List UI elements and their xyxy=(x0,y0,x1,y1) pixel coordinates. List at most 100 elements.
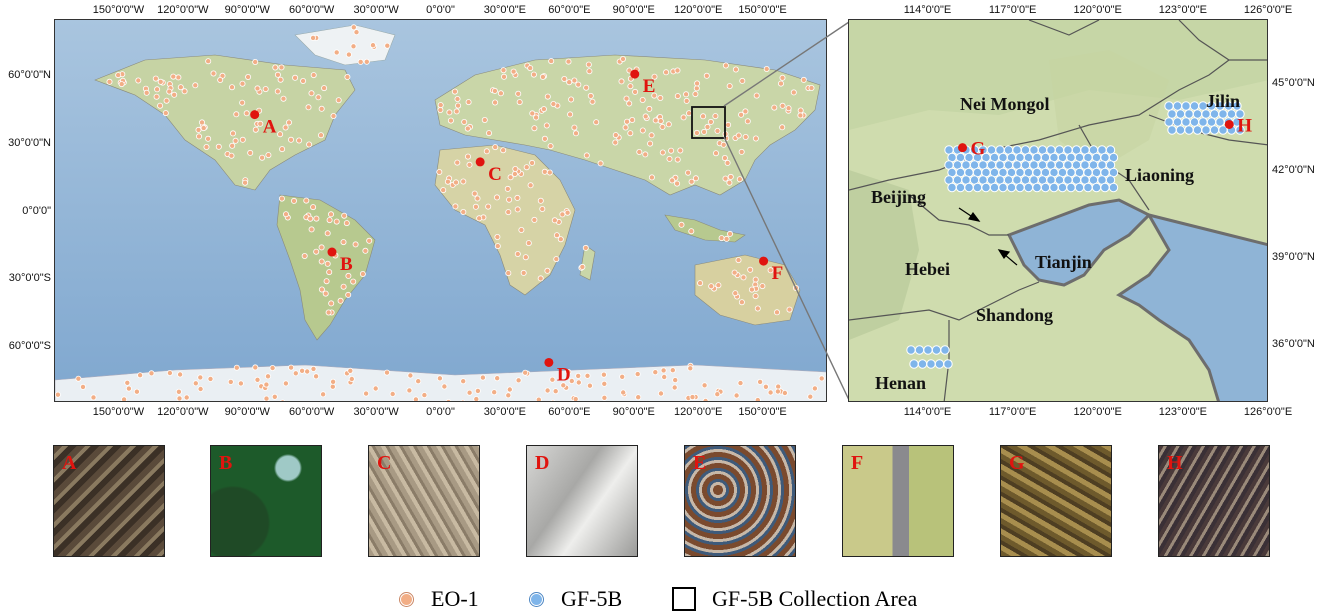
eo1-dot xyxy=(357,58,364,65)
world-top-tick: 150°0'0"W xyxy=(92,4,145,16)
eo1-dot xyxy=(674,156,681,163)
eo1-dot xyxy=(589,98,596,105)
eo1-dot xyxy=(671,384,678,391)
eo1-dot xyxy=(262,86,269,93)
eo1-dot xyxy=(786,306,793,313)
thumbnail-a: A xyxy=(53,445,165,557)
thumbnail-c: C xyxy=(368,445,480,557)
inset-bottom-tick: 117°0'0"E xyxy=(988,406,1037,418)
eo1-dot xyxy=(564,209,571,216)
eo1-dot xyxy=(290,197,297,204)
eo1-dot xyxy=(525,240,532,247)
eo1-dot xyxy=(762,383,769,390)
eo1-dot xyxy=(747,266,754,273)
thumbnail-label: G xyxy=(1009,452,1025,474)
eo1-dot xyxy=(522,254,529,261)
eo1-dot xyxy=(75,375,82,382)
eo1-dot xyxy=(363,390,370,397)
eo1-dot xyxy=(279,146,286,153)
eo1-dot xyxy=(657,118,664,125)
eo1-dot xyxy=(707,118,714,125)
eo1-dot xyxy=(282,211,289,218)
gf5b-dot xyxy=(1083,182,1093,193)
eo1-dot xyxy=(345,272,352,279)
eo1-dot xyxy=(779,74,786,81)
gf5b-dot xyxy=(998,182,1008,193)
gf5b-dot xyxy=(964,182,974,193)
thumbnail-label: B xyxy=(219,452,233,474)
eo1-dot xyxy=(227,378,234,385)
eo1-dot xyxy=(455,102,462,109)
eo1-dot xyxy=(464,125,471,132)
eo1-dot xyxy=(333,218,340,225)
eo1-dot xyxy=(497,90,504,97)
eo1-dot xyxy=(646,105,653,112)
inset-site-markers: GH xyxy=(958,115,1252,160)
eo1-dot xyxy=(310,72,317,79)
eo1-dot xyxy=(669,367,676,374)
site-marker-b xyxy=(327,247,337,257)
eo1-dot xyxy=(632,88,639,95)
eo1-dot xyxy=(688,178,695,185)
site-marker-f xyxy=(759,256,769,266)
region-liaoning: Liaoning xyxy=(1125,165,1195,185)
eo1-dot xyxy=(471,190,478,197)
eo1-dot xyxy=(263,381,270,388)
eo1-dot xyxy=(666,155,673,162)
eo1-dot xyxy=(143,89,150,96)
eo1-dot xyxy=(461,119,468,126)
eo1-dot xyxy=(642,151,649,158)
eo1-dot xyxy=(531,125,538,132)
eo1-dot xyxy=(515,90,522,97)
eo1-dot xyxy=(759,283,766,290)
eo1-dot xyxy=(229,130,236,137)
eo1-dot xyxy=(678,221,685,228)
world-bottom-tick: 150°0'0"E xyxy=(738,406,787,418)
eo1-dot xyxy=(551,217,558,224)
eo1-dot xyxy=(282,380,289,387)
gf5b-dot xyxy=(1189,101,1200,111)
world-top-tick: 120°0'0"E xyxy=(673,4,723,16)
world-bottom-tick: 60°0'0"E xyxy=(548,406,591,418)
eo1-dot xyxy=(280,95,287,102)
eo1-dot xyxy=(326,269,333,276)
eo1-dot xyxy=(318,258,325,265)
eo1-dot xyxy=(125,385,132,392)
eo1-dot xyxy=(306,141,313,148)
eo1-dot xyxy=(254,85,261,92)
eo1-dot xyxy=(454,159,461,166)
eo1-dot xyxy=(327,211,334,218)
eo1-dot xyxy=(600,371,607,378)
eo1-dot xyxy=(195,133,202,140)
gf5b-dot xyxy=(1006,182,1017,193)
world-bottom-tick: 0°0'0" xyxy=(426,406,455,418)
eo1-dot xyxy=(285,119,292,126)
eo1-dot xyxy=(739,77,746,84)
gf5b-dot xyxy=(981,182,991,193)
eo1-dot xyxy=(708,283,715,290)
eo1-dot xyxy=(774,388,781,395)
thumbnail-e: E xyxy=(684,445,796,557)
eo1-dot xyxy=(771,104,778,111)
eo1-dot xyxy=(722,62,729,69)
eo1-dot xyxy=(712,113,719,120)
eo1-dot xyxy=(491,87,498,94)
eo1-dot xyxy=(318,244,325,251)
eo1-dot xyxy=(500,147,507,154)
thumbnail-f: F xyxy=(842,445,954,557)
eo1-dot xyxy=(318,105,325,112)
eo1-dot xyxy=(697,280,704,287)
eo1-dot xyxy=(659,123,666,130)
gf5b-dot-icon xyxy=(530,592,543,606)
eo1-dot xyxy=(372,385,379,392)
eo1-dot xyxy=(170,73,177,80)
eo1-dot xyxy=(341,212,348,219)
eo1-dot xyxy=(714,391,721,398)
eo1-dot xyxy=(579,263,586,270)
world-top-tick: 90°0'0"E xyxy=(612,4,655,16)
legend-area-label: GF-5B Collection Area xyxy=(712,586,918,611)
eo1-dot xyxy=(639,127,646,134)
legend-collection-area: GF-5B Collection Area xyxy=(672,586,917,612)
eo1-dot xyxy=(601,380,608,387)
world-map: A B C D E F xyxy=(54,19,827,402)
